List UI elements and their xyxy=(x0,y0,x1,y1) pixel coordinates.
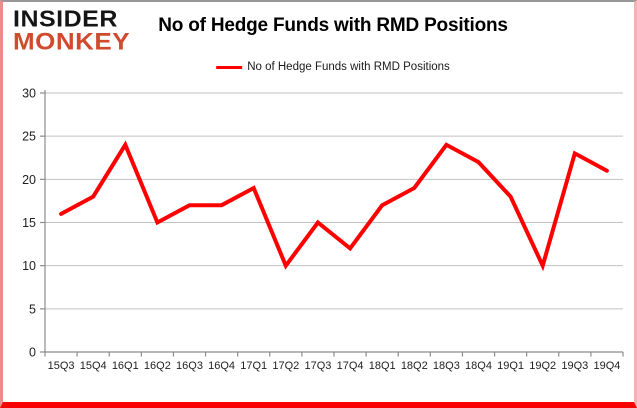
x-tick-label: 19Q4 xyxy=(593,360,620,372)
x-tick-label: 16Q2 xyxy=(144,360,171,372)
logo-text-monkey: MONKEY xyxy=(13,26,131,55)
x-tick-label: 17Q1 xyxy=(240,360,267,372)
x-tick-label: 18Q2 xyxy=(401,360,428,372)
y-tick-label: 25 xyxy=(22,130,36,144)
insider-monkey-logo: INSIDER MONKEY xyxy=(13,8,130,55)
y-tick-label: 5 xyxy=(29,302,36,316)
y-tick-label: 10 xyxy=(22,259,36,273)
y-tick-label: 15 xyxy=(22,216,36,230)
logo-text-insider: INSIDER xyxy=(13,6,118,32)
legend: No of Hedge Funds with RMD Positions xyxy=(216,61,450,73)
y-tick-label: 0 xyxy=(29,346,36,360)
chart-title: No of Hedge Funds with RMD Positions xyxy=(158,15,508,36)
x-tick-label: 18Q3 xyxy=(433,360,460,372)
x-tick-label: 18Q1 xyxy=(369,360,396,372)
y-tick-label: 30 xyxy=(22,87,36,101)
x-tick-label: 19Q2 xyxy=(529,360,556,372)
x-tick-label: 16Q4 xyxy=(208,360,235,372)
y-tick-label: 20 xyxy=(22,173,36,187)
x-tick-label: 19Q3 xyxy=(561,360,588,372)
x-tick-label: 16Q1 xyxy=(112,360,139,372)
x-tick-label: 15Q3 xyxy=(48,360,75,372)
x-tick-label: 17Q2 xyxy=(272,360,299,372)
legend-line-swatch xyxy=(216,65,243,69)
x-tick-label: 16Q3 xyxy=(176,360,203,372)
line-chart: 0 5 10 15 20 25 30 15Q3 15Q4 16Q1 16Q2 16Q3 16Q4 17Q1… xyxy=(22,87,624,372)
legend-series-label: No of Hedge Funds with RMD Positions xyxy=(247,61,450,73)
x-tick-label: 17Q4 xyxy=(337,360,364,372)
x-tick-label: 17Q3 xyxy=(304,360,331,372)
series-line xyxy=(59,140,609,272)
x-tick-label: 19Q1 xyxy=(497,360,524,372)
x-tick-label: 15Q4 xyxy=(80,360,107,372)
x-tick-label: 18Q4 xyxy=(465,360,492,372)
